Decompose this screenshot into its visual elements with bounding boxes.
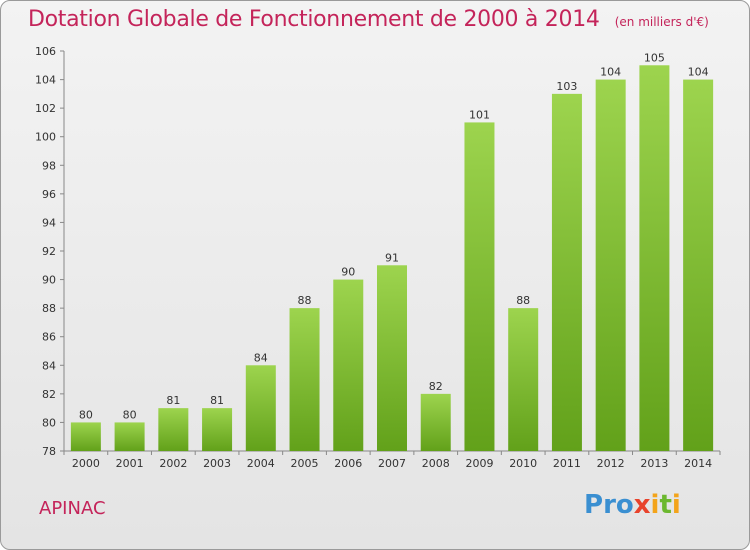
y-tick-label: 82 xyxy=(42,388,56,401)
commune-name: APINAC xyxy=(39,498,106,519)
bar xyxy=(333,279,364,451)
chart-subtitle: (en milliers d'€) xyxy=(614,15,709,29)
bar xyxy=(683,79,714,452)
data-label: 91 xyxy=(385,251,399,264)
data-label: 84 xyxy=(254,351,268,364)
data-label: 104 xyxy=(688,66,709,79)
data-label: 80 xyxy=(79,408,93,421)
bar xyxy=(158,408,189,451)
x-tick-label: 2011 xyxy=(553,457,581,470)
data-label: 101 xyxy=(469,108,490,121)
bar xyxy=(639,65,670,452)
logo-letter: i xyxy=(650,490,660,520)
logo-letter: P xyxy=(584,490,604,520)
logo-letter: r xyxy=(603,490,616,520)
x-tick-label: 2013 xyxy=(640,457,668,470)
x-tick-label: 2002 xyxy=(159,457,187,470)
x-tick-label: 2010 xyxy=(509,457,537,470)
bar xyxy=(245,365,276,451)
data-label: 90 xyxy=(341,266,355,279)
y-tick-label: 84 xyxy=(42,359,56,372)
logo-letter: o xyxy=(615,490,634,520)
chart-title: Dotation Globale de Fonctionnement de 20… xyxy=(28,7,600,32)
bar xyxy=(70,422,101,451)
data-label: 80 xyxy=(123,408,137,421)
logo-letter: x xyxy=(633,490,651,520)
logo-letter: t xyxy=(659,490,672,520)
bar xyxy=(377,265,407,451)
y-tick-label: 94 xyxy=(42,216,56,229)
y-tick-label: 104 xyxy=(35,74,56,87)
x-tick-label: 2007 xyxy=(378,457,406,470)
bar xyxy=(289,308,320,451)
data-label: 103 xyxy=(556,80,577,93)
chart-title-row: Dotation Globale de Fonctionnement de 20… xyxy=(28,7,709,32)
data-label: 88 xyxy=(298,294,312,307)
bar xyxy=(114,422,145,451)
proxiti-logo: Proxiti xyxy=(584,490,681,520)
bar xyxy=(508,308,539,451)
x-tick-label: 2008 xyxy=(422,457,450,470)
bar xyxy=(464,122,495,451)
x-tick-label: 2003 xyxy=(203,457,231,470)
y-tick-label: 92 xyxy=(42,245,56,258)
y-tick-label: 106 xyxy=(35,45,56,58)
data-label: 81 xyxy=(166,394,180,407)
y-tick-label: 86 xyxy=(42,331,56,344)
bar xyxy=(420,393,451,451)
x-tick-label: 2009 xyxy=(465,457,493,470)
y-tick-label: 90 xyxy=(42,274,56,287)
y-tick-label: 88 xyxy=(42,302,56,315)
bar xyxy=(551,93,582,451)
y-tick-label: 102 xyxy=(35,102,56,115)
y-tick-label: 98 xyxy=(42,159,56,172)
bar xyxy=(595,79,626,452)
x-tick-label: 2004 xyxy=(247,457,275,470)
x-tick-label: 2000 xyxy=(72,457,100,470)
data-label: 104 xyxy=(600,66,621,79)
bar xyxy=(202,408,233,451)
data-label: 81 xyxy=(210,394,224,407)
logo-letter: i xyxy=(671,490,681,520)
data-label: 88 xyxy=(516,294,530,307)
x-tick-label: 2006 xyxy=(334,457,362,470)
data-label: 82 xyxy=(429,380,443,393)
y-tick-label: 100 xyxy=(35,131,56,144)
x-tick-label: 2001 xyxy=(116,457,144,470)
x-tick-label: 2005 xyxy=(291,457,319,470)
y-tick-label: 96 xyxy=(42,188,56,201)
y-tick-label: 80 xyxy=(42,416,56,429)
data-label: 105 xyxy=(644,51,665,64)
y-tick-label: 78 xyxy=(42,445,56,458)
x-tick-label: 2012 xyxy=(597,457,625,470)
x-tick-label: 2014 xyxy=(684,457,712,470)
